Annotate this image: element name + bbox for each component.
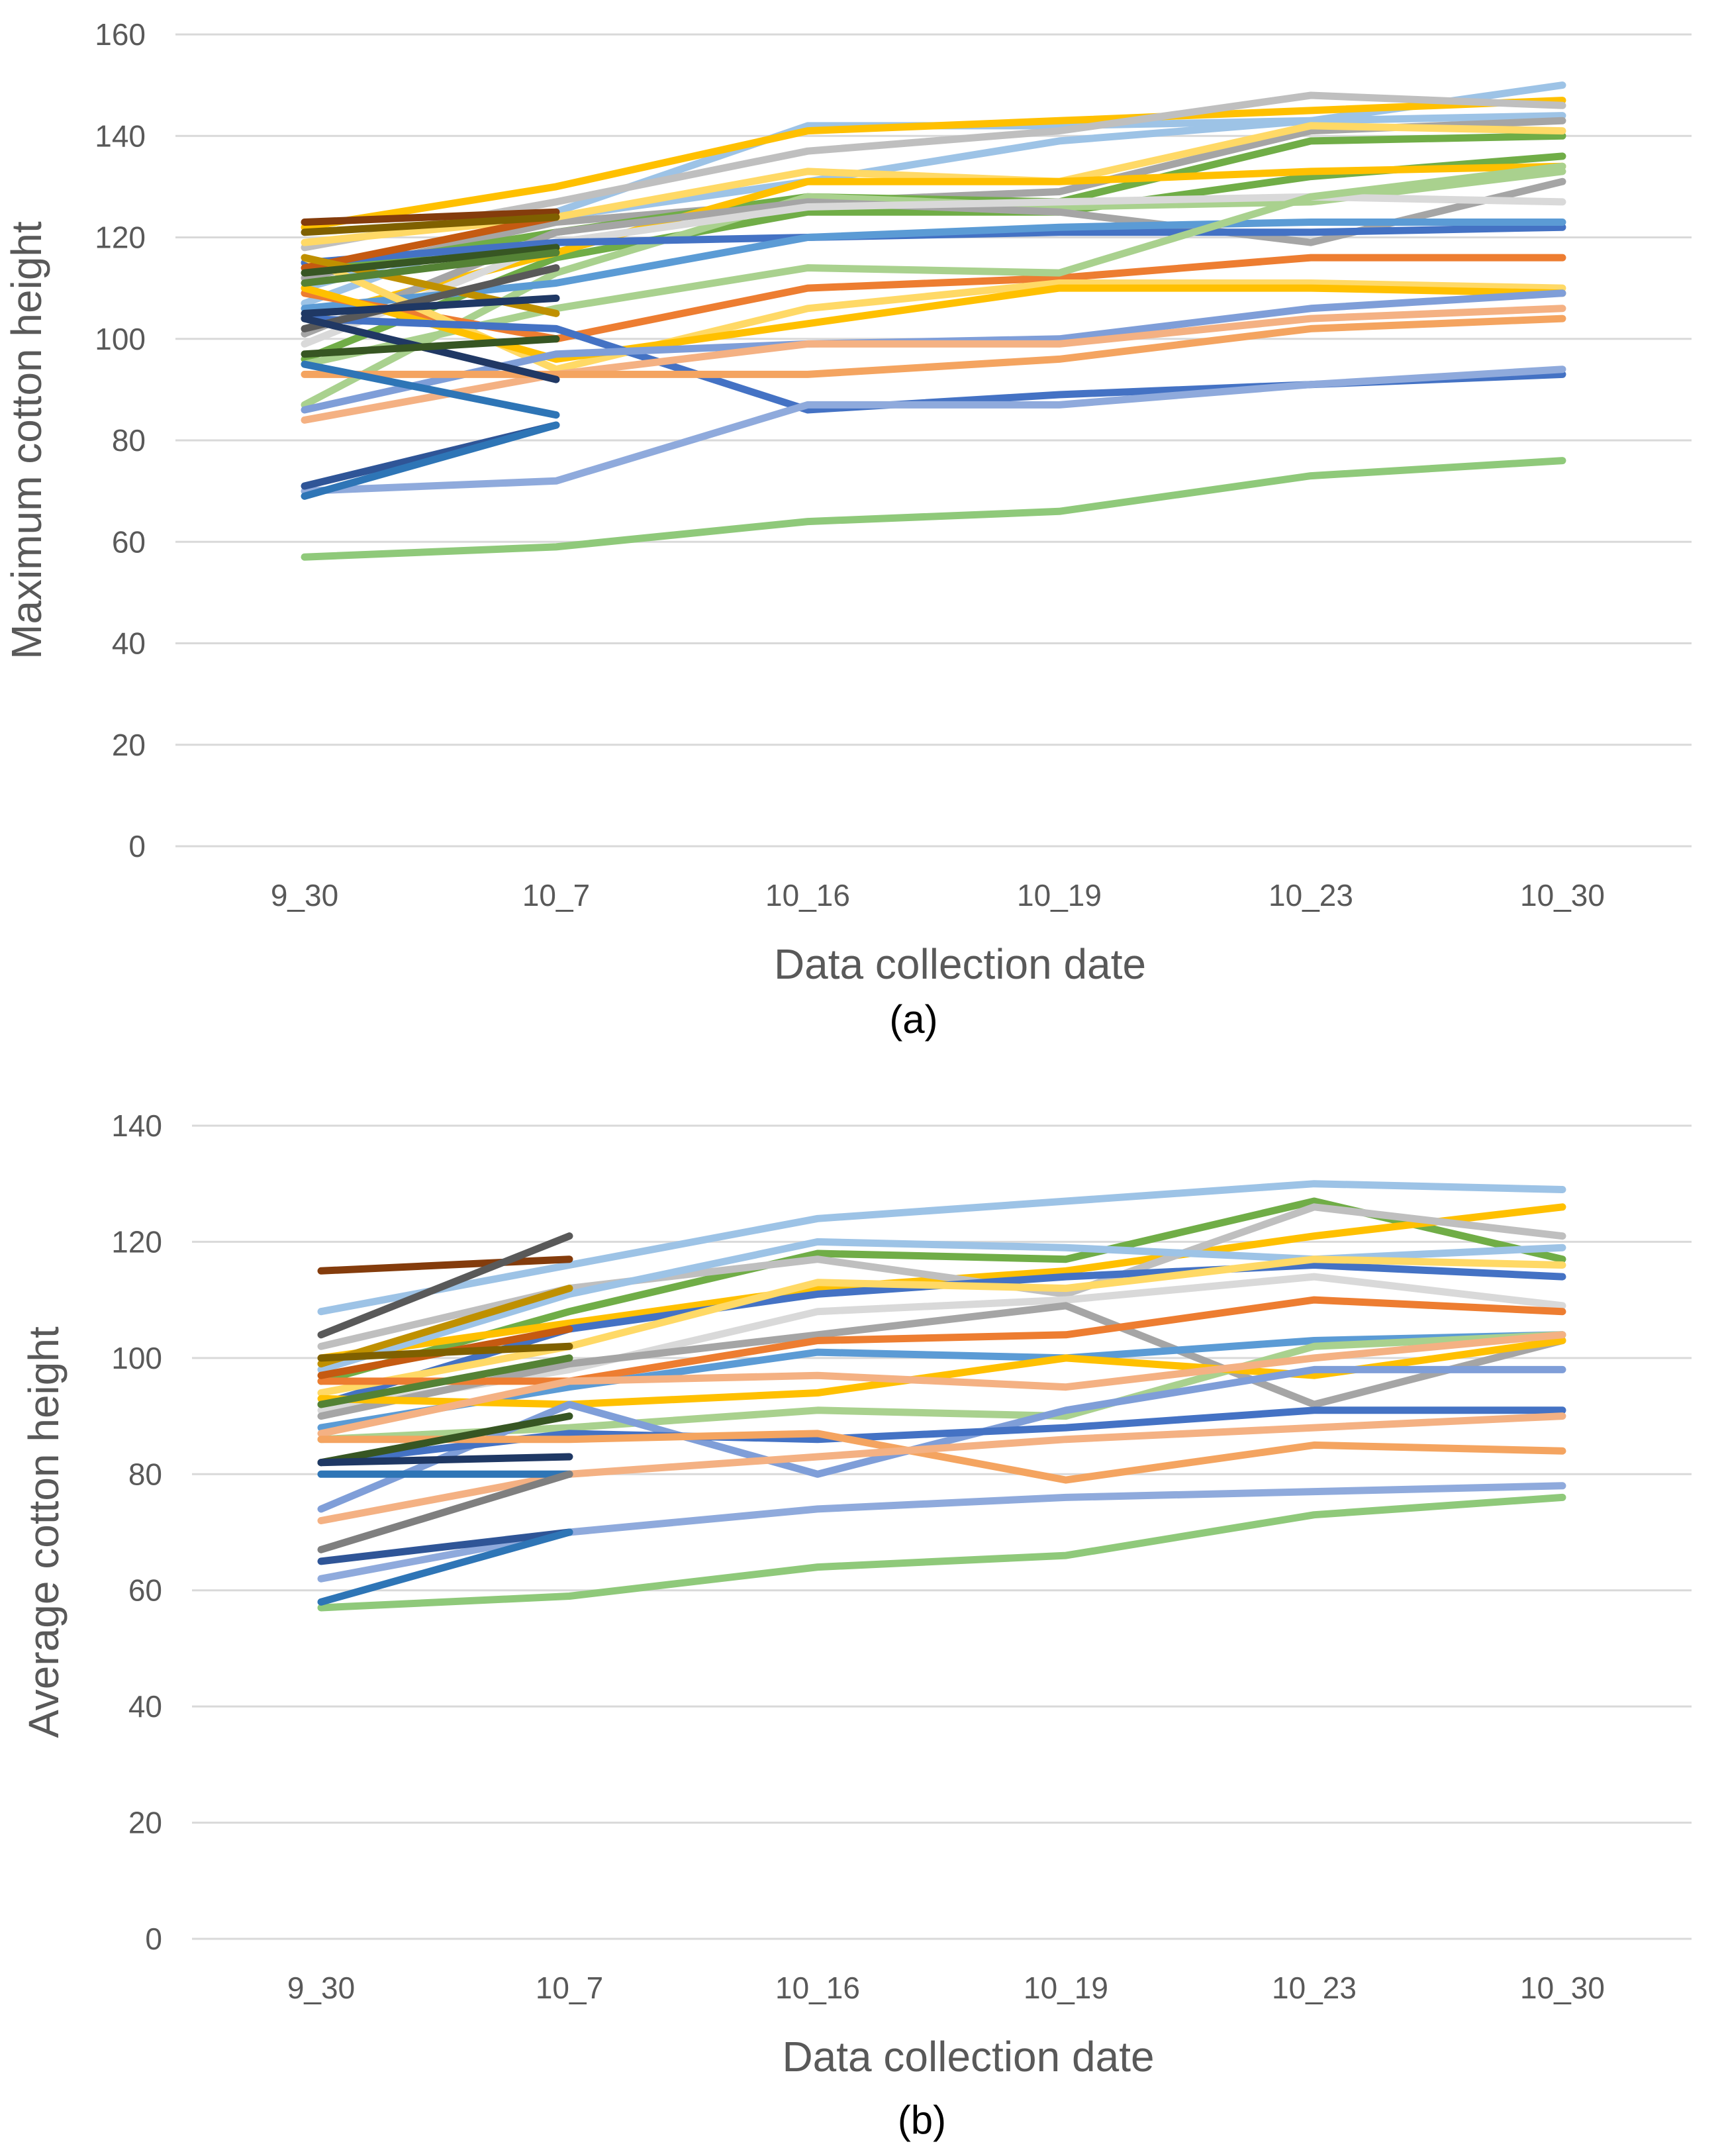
series-line-s25 — [301, 208, 560, 226]
panel-label: (a) — [889, 997, 937, 1042]
series-line-s9 — [317, 1302, 1566, 1420]
series-line-s30 — [301, 249, 560, 287]
series-line-s27 — [317, 1412, 573, 1467]
series-line-s3 — [301, 91, 1566, 252]
series-line-s36 — [301, 421, 560, 500]
series-line-s21 — [301, 305, 1566, 424]
series-line-s26 — [301, 213, 560, 271]
y-tick-label: 0 — [145, 1922, 162, 1956]
series-line-s8 — [317, 1273, 1566, 1414]
series-line-s11 — [317, 1331, 1566, 1432]
x-axis-title: Data collection date — [774, 940, 1146, 988]
series-line-s17 — [317, 1430, 1566, 1484]
series-line-s14 — [317, 1331, 1566, 1438]
y-tick-label: 140 — [95, 119, 146, 153]
x-tick-label: 10_23 — [1268, 878, 1353, 912]
series-line-s18 — [301, 284, 1566, 363]
series-line-s16 — [301, 162, 1566, 368]
series-line-s23 — [317, 1285, 573, 1368]
y-tick-label: 80 — [128, 1457, 162, 1491]
series-line-s34 — [301, 360, 560, 419]
y-tick-label: 80 — [112, 423, 146, 458]
x-tick-label: 10_7 — [536, 1971, 603, 2005]
series-line-s32 — [301, 294, 560, 317]
series-line-s15 — [301, 254, 1566, 343]
chart-panel-a: 0 20 40 60 80 100 120 140 160 9_30 10_7 10_16 10_19 1… — [3, 17, 1692, 1042]
panel-label: (b) — [898, 2098, 946, 2142]
x-tick-label: 10_30 — [1520, 1971, 1605, 2005]
series-line-s9 — [301, 162, 1566, 322]
series-line-s23 — [301, 366, 1566, 495]
x-tick-label: 10_7 — [522, 878, 590, 912]
x-tick-label: 9_30 — [287, 1971, 355, 2005]
y-tick-label: 20 — [128, 1806, 162, 1840]
y-tick-label: 20 — [112, 728, 146, 762]
y-axis-title: Maximum cotton height — [3, 221, 50, 660]
y-tick-label: 60 — [112, 524, 146, 559]
series-line-s37 — [301, 335, 560, 358]
series-line-s21 — [317, 1255, 573, 1275]
y-tick-label: 40 — [128, 1689, 162, 1724]
y-tick-label: 160 — [95, 17, 146, 52]
series-line-s31 — [301, 264, 560, 332]
y-tick-label: 120 — [95, 220, 146, 255]
series-line-s31 — [317, 1528, 573, 1565]
series-line-s26 — [317, 1354, 573, 1408]
y-tick-label: 40 — [112, 626, 146, 661]
y-tick-label: 120 — [111, 1224, 162, 1259]
x-tick-label: 9_30 — [271, 878, 338, 912]
x-tick-label: 10_19 — [1024, 1971, 1108, 2005]
x-tick-label: 10_19 — [1017, 878, 1102, 912]
series-line-s32 — [317, 1528, 573, 1606]
y-tick-label: 140 — [111, 1108, 162, 1143]
series-line-s10 — [317, 1296, 1566, 1385]
series-line-s22 — [317, 1232, 573, 1339]
series-line-s20 — [317, 1493, 1566, 1612]
series-line-s22 — [301, 315, 1566, 378]
series-line-s12 — [317, 1331, 1566, 1444]
series-line-s2 — [301, 97, 1566, 231]
y-tick-label: 100 — [111, 1341, 162, 1375]
series-line-s20 — [301, 289, 1566, 414]
series-line-s24 — [301, 457, 1566, 561]
x-tick-label: 10_30 — [1520, 878, 1605, 912]
x-tick-label: 10_23 — [1272, 1971, 1357, 2005]
chart-panel-b: 0 20 40 60 80 100 120 140 9_30 10_7 10_16 10_19 10_2… — [20, 1108, 1692, 2142]
series-line-s28 — [317, 1453, 573, 1467]
x-tick-label: 10_16 — [765, 878, 850, 912]
x-axis-title: Data collection date — [782, 2033, 1154, 2081]
series-line-s30 — [317, 1470, 573, 1553]
series-line-s29 — [301, 244, 560, 277]
y-tick-label: 100 — [95, 322, 146, 356]
series-line-s27 — [301, 213, 560, 236]
series-line-s14 — [301, 219, 1566, 313]
y-axis-title: Average cotton height — [20, 1326, 68, 1738]
x-tick-label: 10_16 — [775, 1971, 860, 2005]
y-tick-label: 0 — [128, 829, 146, 863]
series-line-s18 — [317, 1412, 1566, 1524]
y-tick-label: 60 — [128, 1573, 162, 1608]
series-line-s7 — [317, 1255, 1566, 1396]
series-line-s25 — [317, 1342, 573, 1362]
series-line-s1 — [317, 1180, 1566, 1316]
